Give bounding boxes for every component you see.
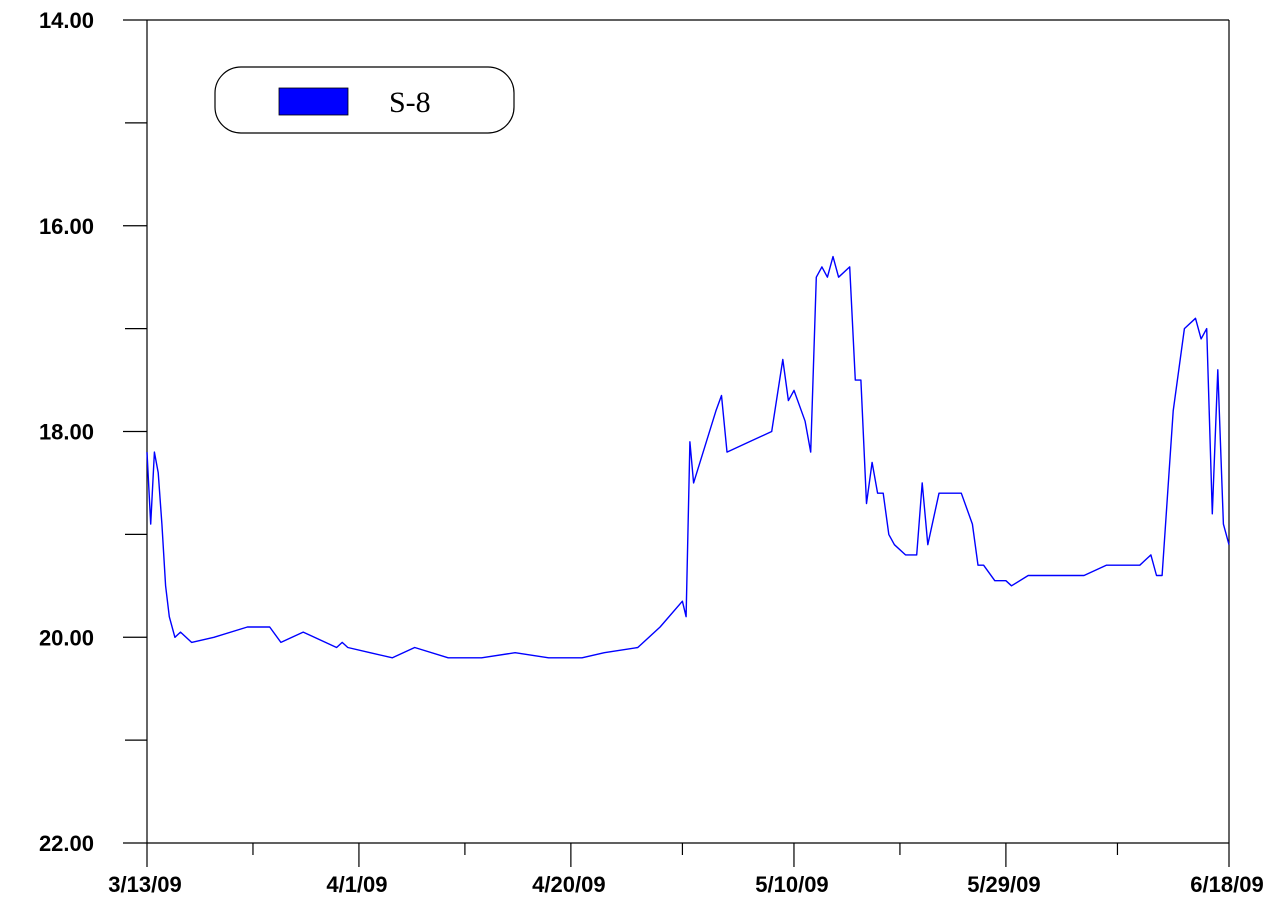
y-tick-label: 20.00: [39, 625, 94, 650]
y-tick-label: 18.00: [39, 420, 94, 445]
legend-swatch-s-8: [278, 87, 349, 116]
axes: [146, 19, 1230, 844]
x-tick-label: 3/13/09: [108, 872, 181, 897]
x-tick-label: 5/10/09: [755, 872, 828, 897]
legend-box: [214, 66, 515, 134]
series-layer: [146, 255, 1230, 659]
y-tick-label: 22.00: [39, 831, 94, 856]
x-tick-label: 5/29/09: [967, 872, 1040, 897]
x-tick-label: 4/1/09: [326, 872, 387, 897]
legend: S-8: [214, 66, 515, 134]
y-tick-label: 16.00: [39, 214, 94, 239]
ticks: 14.00 16.00 18.00 20.00 22.00 3/13/09 4/1/09 4/…: [39, 8, 1264, 897]
y-tick-label: 14.00: [39, 8, 94, 33]
x-tick-label: 4/20/09: [532, 872, 605, 897]
legend-label-s-8: S-8: [389, 86, 431, 119]
series-line-s-8: [146, 255, 1230, 659]
x-tick-label: 6/18/09: [1190, 872, 1263, 897]
